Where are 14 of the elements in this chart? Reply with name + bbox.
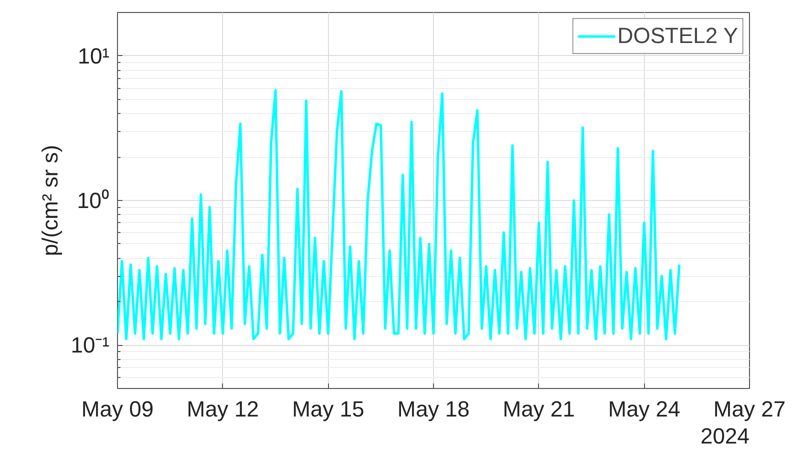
text: 2024 [700,424,750,448]
y-axis-title: p/(cm² sr s) [38,144,63,256]
x-tick-label: May 09 [81,396,154,422]
x-tick-label: May 12 [186,396,259,422]
y-tick-label: 10⁰ [77,188,110,213]
x-tick-label: May 27 [713,396,786,422]
x-tick-label: May 15 [292,396,364,422]
y-tick-label: 10¹ [78,44,110,68]
line-series [118,88,681,340]
legend-label: DOSTEL2 Y [617,23,738,49]
x-tick-label: May 24 [608,396,680,422]
x-tick-label: May 21 [502,396,575,422]
x-tick-label: May 18 [397,396,470,422]
y-tick-label: 10⁻¹ [70,332,110,358]
